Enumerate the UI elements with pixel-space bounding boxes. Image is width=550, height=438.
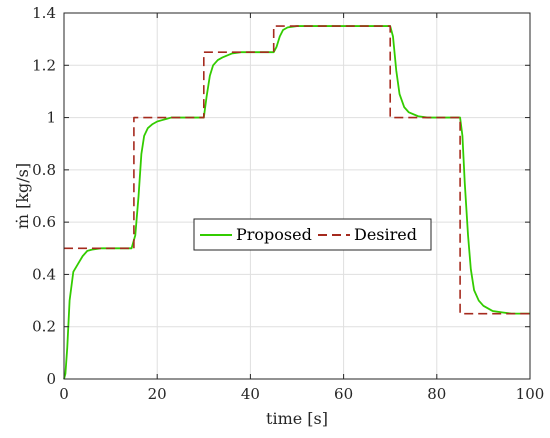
x-tick-label: 0 bbox=[59, 385, 69, 403]
legend-label-proposed: Proposed bbox=[236, 225, 312, 244]
x-tick-label: 100 bbox=[516, 385, 545, 403]
axis-ticks: 0 20 40 60 80 100 0 0.2 0.4 0.6 0.8 1 1.2 1.4 bbox=[32, 4, 544, 403]
y-tick-label: 0.6 bbox=[32, 213, 56, 231]
plot-area bbox=[64, 13, 530, 379]
x-tick-label: 20 bbox=[148, 385, 167, 403]
y-axis-title: ṁ [kg/s] bbox=[13, 163, 32, 229]
legend-label-desired: Desired bbox=[354, 225, 417, 244]
y-tick-label: 0 bbox=[46, 370, 56, 388]
y-tick-label: 0.8 bbox=[32, 161, 56, 179]
y-tick-label: 1.4 bbox=[32, 4, 56, 22]
x-tick-label: 40 bbox=[241, 385, 260, 403]
legend-box bbox=[193, 218, 432, 251]
plot-frame bbox=[63, 12, 531, 380]
y-tick-label: 1.2 bbox=[32, 56, 56, 74]
x-axis-title: time [s] bbox=[266, 409, 328, 428]
y-tick-label: 1 bbox=[46, 109, 56, 127]
legend: Proposed Desired bbox=[193, 218, 432, 251]
y-tick-label: 0.4 bbox=[32, 265, 56, 283]
x-tick-label: 60 bbox=[334, 385, 353, 403]
series-layer bbox=[63, 25, 530, 380]
y-tick-label: 0.2 bbox=[32, 318, 56, 336]
x-tick-label: 80 bbox=[427, 385, 446, 403]
series-line-desired bbox=[64, 25, 530, 315]
